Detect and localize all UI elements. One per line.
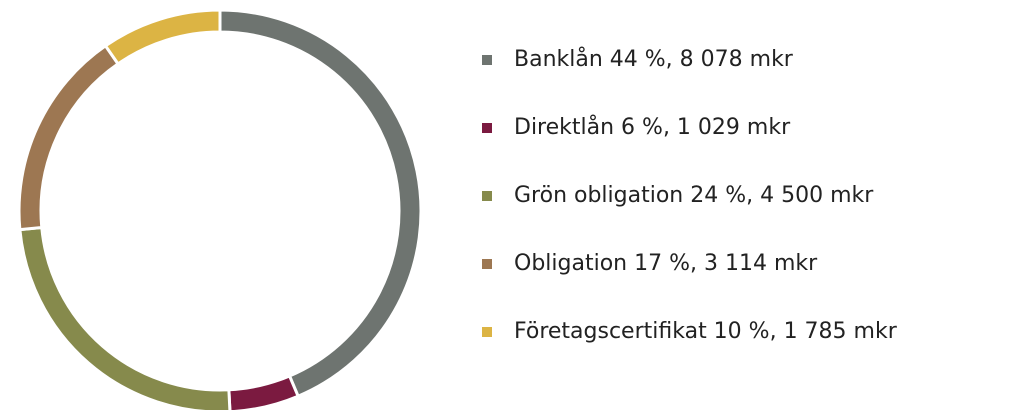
legend-swatch <box>482 55 492 65</box>
donut-slice <box>103 8 222 66</box>
legend-label: Företagscertifikat 10 %, 1 785 mkr <box>514 319 898 344</box>
legend-label: Grön obligation 24 %, 4 500 mkr <box>514 183 874 208</box>
legend-label: Obligation 17 %, 3 114 mkr <box>514 251 818 276</box>
legend-swatch <box>482 191 492 201</box>
legend-swatch <box>482 259 492 269</box>
legend-swatch <box>482 123 492 133</box>
donut-slice <box>17 43 121 232</box>
donut-slice <box>218 8 423 399</box>
donut-slice <box>18 225 232 410</box>
legend-label: Banklån 44 %, 8 078 mkr <box>514 46 794 72</box>
legend-swatch <box>482 327 492 337</box>
legend-label: Direktlån 6 %, 1 029 mkr <box>514 114 791 140</box>
donut-slice <box>227 373 301 410</box>
